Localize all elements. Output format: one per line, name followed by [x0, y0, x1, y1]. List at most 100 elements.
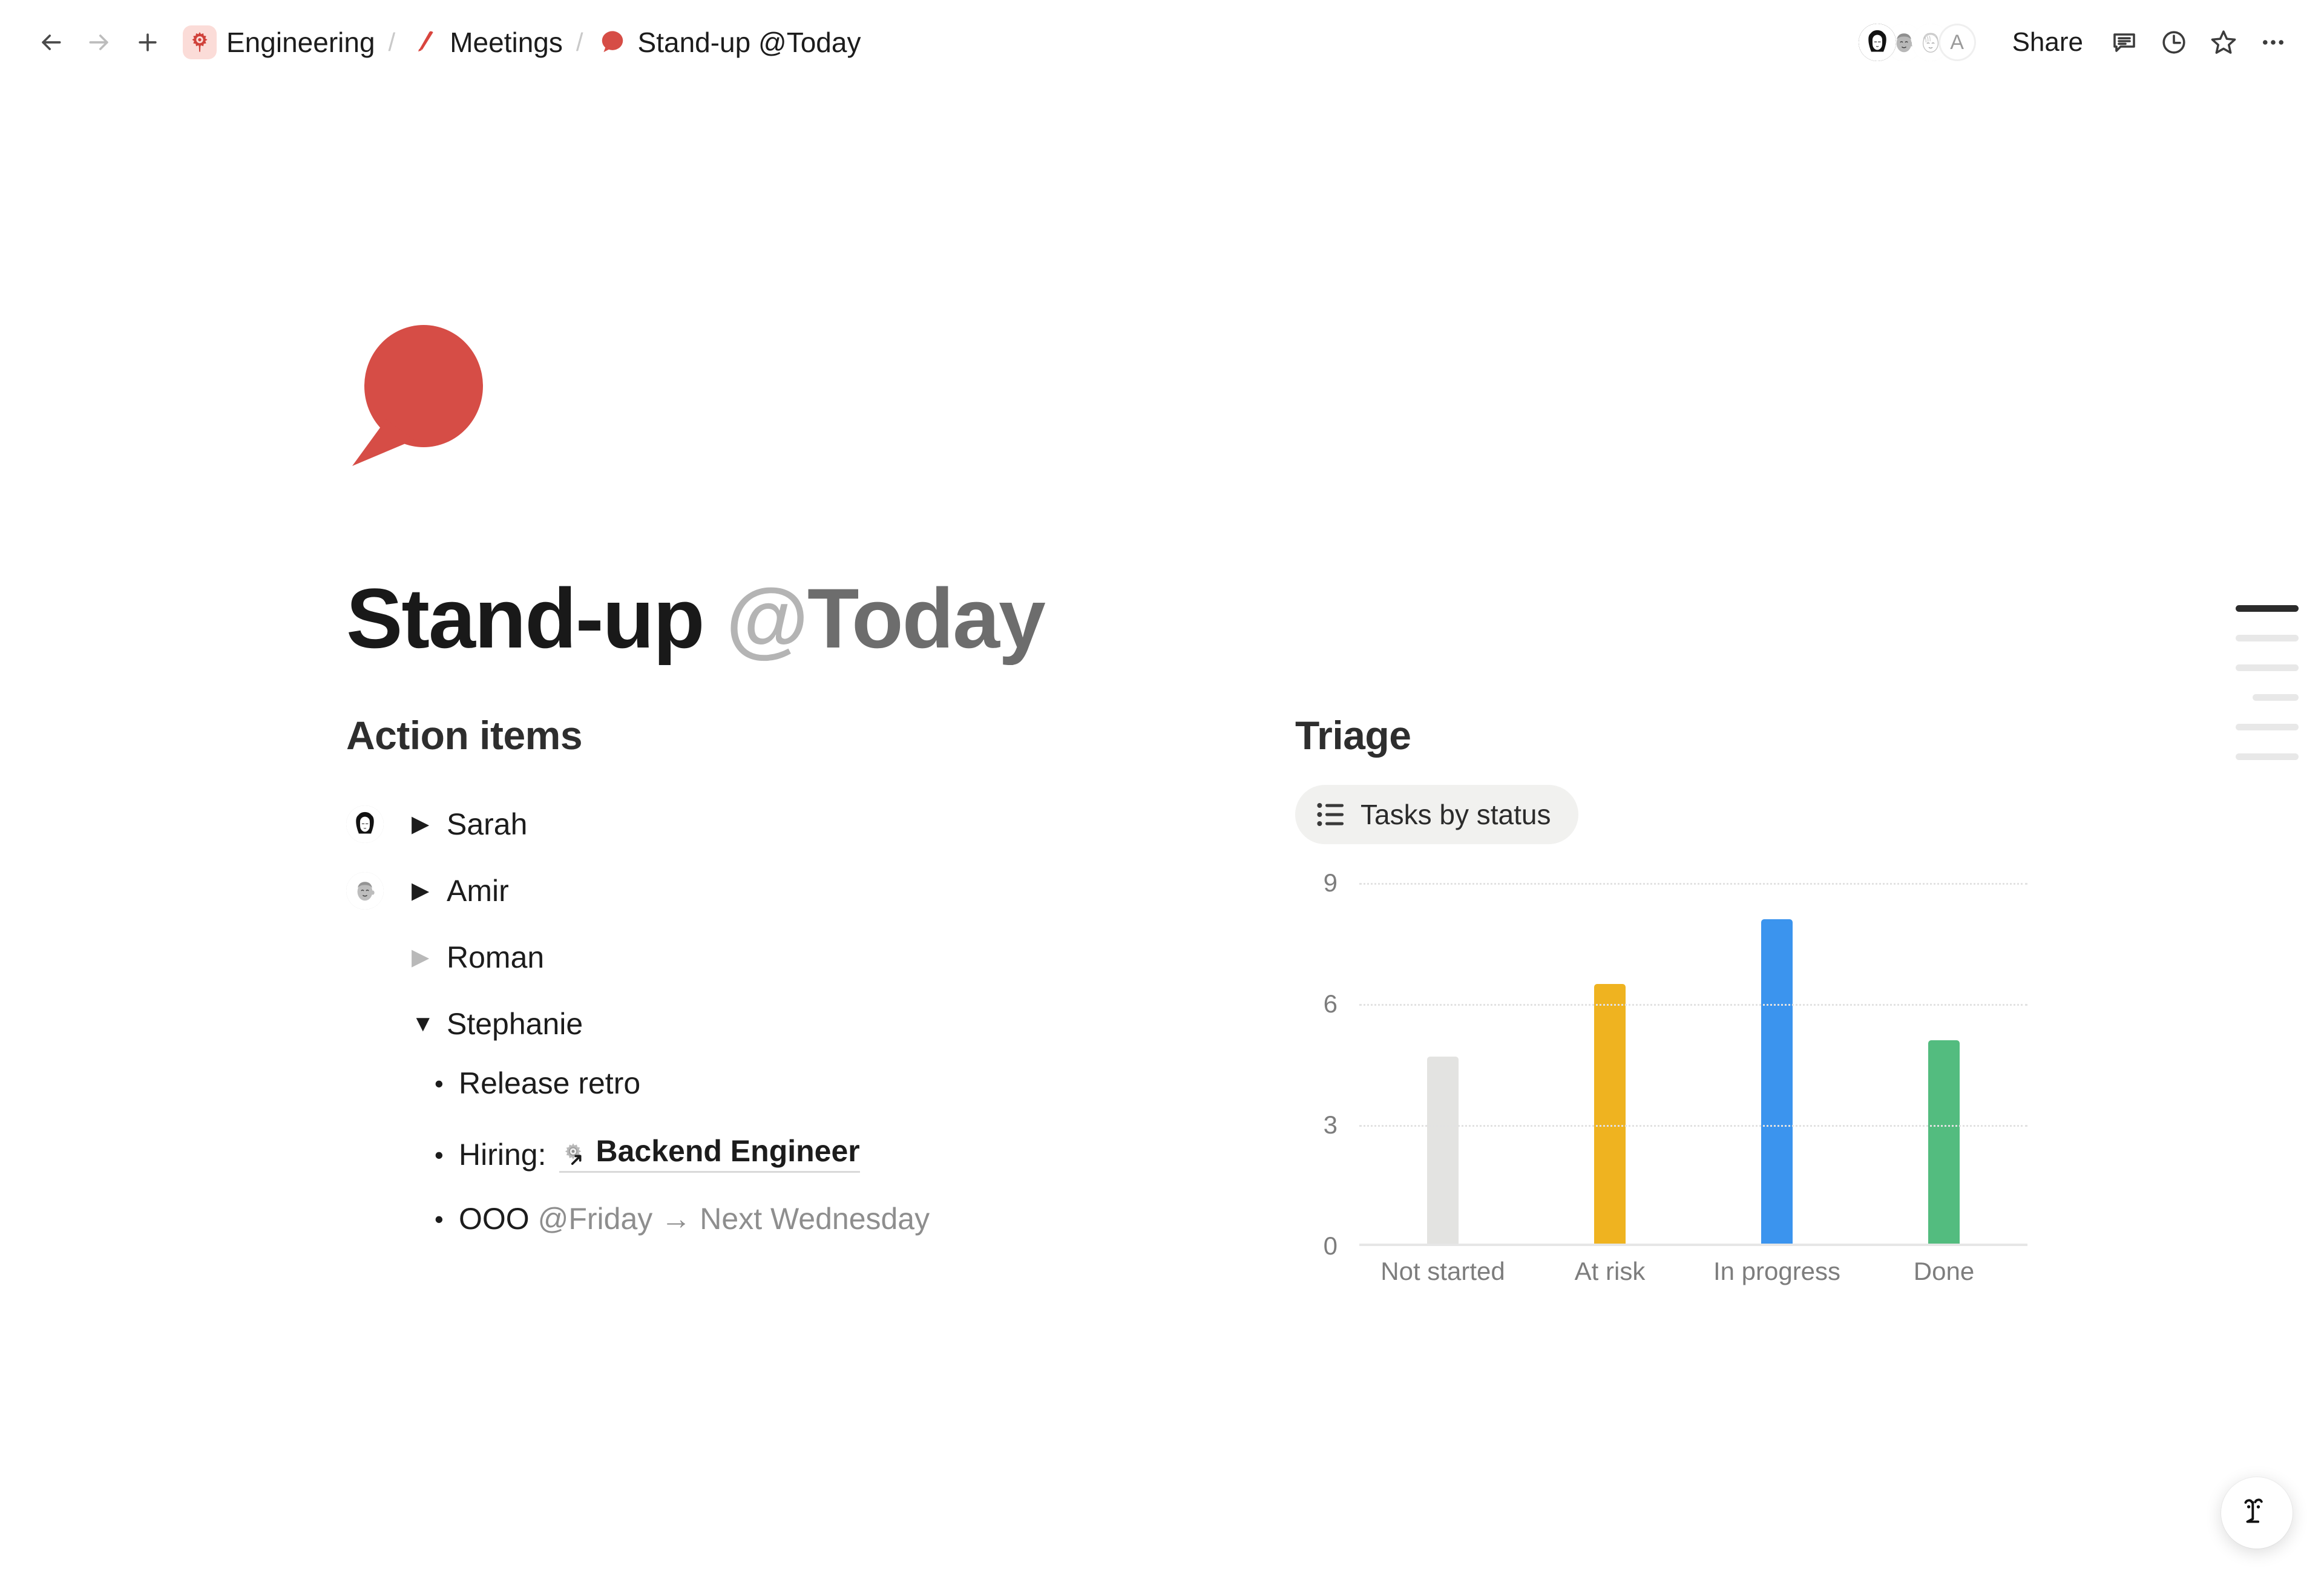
chart-baseline [1359, 1244, 2027, 1246]
collaborator-avatars: A [1858, 24, 1976, 61]
date-mention-to[interactable]: Next Wednesday [700, 1202, 930, 1236]
plus-icon [134, 29, 161, 56]
chart-bar-slot [1693, 883, 1860, 1246]
history-button[interactable] [2152, 21, 2196, 64]
date-mention-from[interactable]: @Friday [537, 1202, 653, 1236]
tasks-by-status-label: Tasks by status [1361, 799, 1551, 830]
sub-item-ooo: OOO @Friday → Next Wednesday [459, 1201, 930, 1236]
breadcrumb-item-meetings[interactable]: Meetings [404, 22, 568, 62]
action-items-heading: Action items [346, 713, 583, 758]
list-icon [1317, 802, 1346, 827]
speech-bubble-icon [352, 325, 483, 466]
forward-button[interactable] [77, 21, 121, 64]
chart-x-label: Not started [1380, 1257, 1505, 1285]
action-item-row-amir[interactable]: ▶ Amir [346, 858, 1266, 924]
action-item-label-roman: Roman [447, 940, 545, 974]
more-options-button[interactable] [2251, 21, 2295, 64]
arrow-left-icon [38, 29, 64, 56]
chart-gridline [1359, 1125, 2027, 1127]
triage-heading: Triage [1295, 713, 1411, 758]
list-item[interactable]: • Hiring: [435, 1133, 1266, 1201]
sub-item-hiring: Hiring: [459, 1133, 860, 1173]
chart-gridline [1359, 1004, 2027, 1006]
back-button[interactable] [29, 21, 73, 64]
gear-icon [183, 25, 217, 59]
disclosure-triangle-stephanie[interactable]: ▼ [412, 1011, 435, 1037]
list-item[interactable]: • OOO @Friday → Next Wednesday [435, 1201, 1266, 1269]
page-cover-icon[interactable] [346, 321, 487, 466]
chart-bar[interactable] [1761, 919, 1793, 1246]
chart-y-tick: 0 [1323, 1231, 1338, 1260]
chart-x-label: At risk [1574, 1257, 1646, 1285]
disclosure-triangle-sarah[interactable]: ▶ [412, 812, 430, 837]
tasks-by-status-chart[interactable]: 0 3 6 9 Not started At risk In progress Done [1295, 868, 2027, 1319]
breadcrumb-item-standup[interactable]: Stand-up @Today [592, 22, 866, 62]
assistant-button[interactable] [2221, 1477, 2293, 1549]
page-outline-rail[interactable] [2236, 605, 2299, 760]
gear-link-icon [559, 1141, 587, 1169]
top-bar: Engineering / Meetings / Stand-up @Today [0, 0, 2324, 85]
outline-bar[interactable] [2236, 605, 2299, 612]
chart-bar[interactable] [1928, 1040, 1960, 1246]
action-item-row-sarah[interactable]: ▶ Sarah [346, 791, 1266, 858]
disclosure-triangle-amir[interactable]: ▶ [412, 878, 430, 903]
sub-item-prefix-hiring: Hiring: [459, 1138, 547, 1172]
avatar-slot [346, 805, 412, 843]
action-item-row-stephanie[interactable]: ▼ Stephanie [346, 991, 1266, 1057]
breadcrumb-label-engineering: Engineering [226, 27, 375, 58]
avatar-initial[interactable]: A [1938, 24, 1976, 61]
stephanie-sub-items: • Release retro • Hiring: [346, 1066, 1266, 1269]
breadcrumb-item-engineering[interactable]: Engineering [178, 22, 380, 63]
history-clock-icon [2159, 28, 2188, 57]
chart-bar-slot [1526, 883, 1693, 1246]
content-columns: Action items [346, 712, 2324, 1319]
favorite-button[interactable] [2202, 21, 2245, 64]
nav-icon-group [29, 21, 169, 64]
page-body: Stand-up @Today Action items [0, 85, 2324, 1319]
bullet-icon: • [435, 1205, 444, 1233]
pencil-icon [409, 27, 440, 58]
chart-y-tick: 9 [1323, 868, 1338, 897]
page-title-at: @ [726, 571, 809, 666]
chart-bars [1359, 883, 2027, 1246]
page-link-label-backend-engineer: Backend Engineer [596, 1134, 860, 1168]
bullet-icon: • [435, 1069, 444, 1098]
avatar-slot [346, 872, 412, 910]
outline-bar[interactable] [2253, 694, 2299, 701]
outline-bar[interactable] [2236, 664, 2299, 671]
avatar-dark-hair[interactable] [1858, 24, 1896, 61]
chart-bar[interactable] [1594, 983, 1626, 1246]
page-title[interactable]: Stand-up @Today [346, 574, 2324, 663]
chart-bar-slot [1860, 883, 2027, 1246]
chart-plot-area [1359, 883, 2027, 1246]
outline-bar[interactable] [2236, 635, 2299, 641]
share-button[interactable]: Share [2012, 27, 2083, 57]
breadcrumb-label-meetings: Meetings [450, 27, 563, 58]
avatar-dark-hair[interactable] [346, 805, 384, 843]
page-link-backend-engineer[interactable]: Backend Engineer [559, 1133, 860, 1173]
action-item-label-stephanie: Stephanie [447, 1007, 583, 1041]
outline-bar[interactable] [2236, 753, 2299, 760]
comments-button[interactable] [2102, 21, 2146, 64]
disclosure-triangle-roman[interactable]: ▶ [412, 945, 430, 970]
breadcrumb: Engineering / Meetings / Stand-up @Today [178, 22, 865, 63]
page-title-mention: Today [807, 571, 1046, 666]
tasks-by-status-pill[interactable]: Tasks by status [1295, 785, 1579, 844]
outline-bar[interactable] [2236, 724, 2299, 730]
star-icon [2208, 27, 2239, 57]
chart-y-tick: 3 [1323, 1110, 1338, 1139]
action-item-row-roman[interactable]: ▶ Roman [346, 924, 1266, 991]
list-item[interactable]: • Release retro [435, 1066, 1266, 1133]
chart-x-label: In progress [1713, 1257, 1841, 1285]
chart-gridline [1359, 883, 2027, 885]
chart-y-tick: 6 [1323, 989, 1338, 1018]
arrow-right-glyph: → [661, 1202, 692, 1236]
action-item-label-sarah: Sarah [447, 807, 528, 841]
new-page-button[interactable] [126, 21, 169, 64]
breadcrumb-separator-2: / [576, 28, 583, 56]
breadcrumb-separator-1: / [388, 28, 396, 56]
sub-item-label-ooo: OOO [459, 1202, 530, 1236]
comment-icon [2110, 28, 2139, 57]
chart-bar[interactable] [1427, 1056, 1459, 1246]
avatar-short-hair[interactable] [346, 872, 384, 910]
